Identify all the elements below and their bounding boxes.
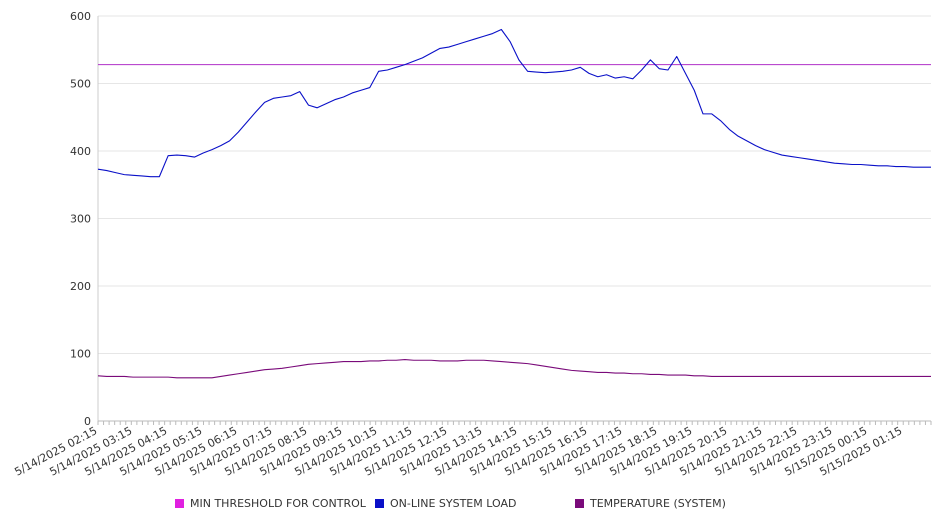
legend-swatch [175,499,184,508]
y-tick-label: 200 [70,280,91,293]
series-line-temperature [97,359,931,379]
legend-item-temperature[interactable]: TEMPERATURE (SYSTEM) [575,497,726,510]
legend-item-min-threshold[interactable]: MIN THRESHOLD FOR CONTROL [175,497,366,510]
y-tick-label: 500 [70,78,91,91]
y-tick-label: 300 [70,213,91,226]
legend-swatch [575,499,584,508]
series-line-system-load [97,28,931,178]
legend: MIN THRESHOLD FOR CONTROL ON-LINE SYSTEM… [0,497,946,515]
legend-label: MIN THRESHOLD FOR CONTROL [190,497,366,510]
legend-item-system-load[interactable]: ON-LINE SYSTEM LOAD [375,497,516,510]
legend-swatch [375,499,384,508]
y-tick-label: 0 [84,415,91,428]
y-tick-label: 600 [70,10,91,23]
legend-label: TEMPERATURE (SYSTEM) [590,497,726,510]
legend-label: ON-LINE SYSTEM LOAD [390,497,517,510]
y-tick-label: 400 [70,145,91,158]
y-tick-label: 100 [70,348,91,361]
